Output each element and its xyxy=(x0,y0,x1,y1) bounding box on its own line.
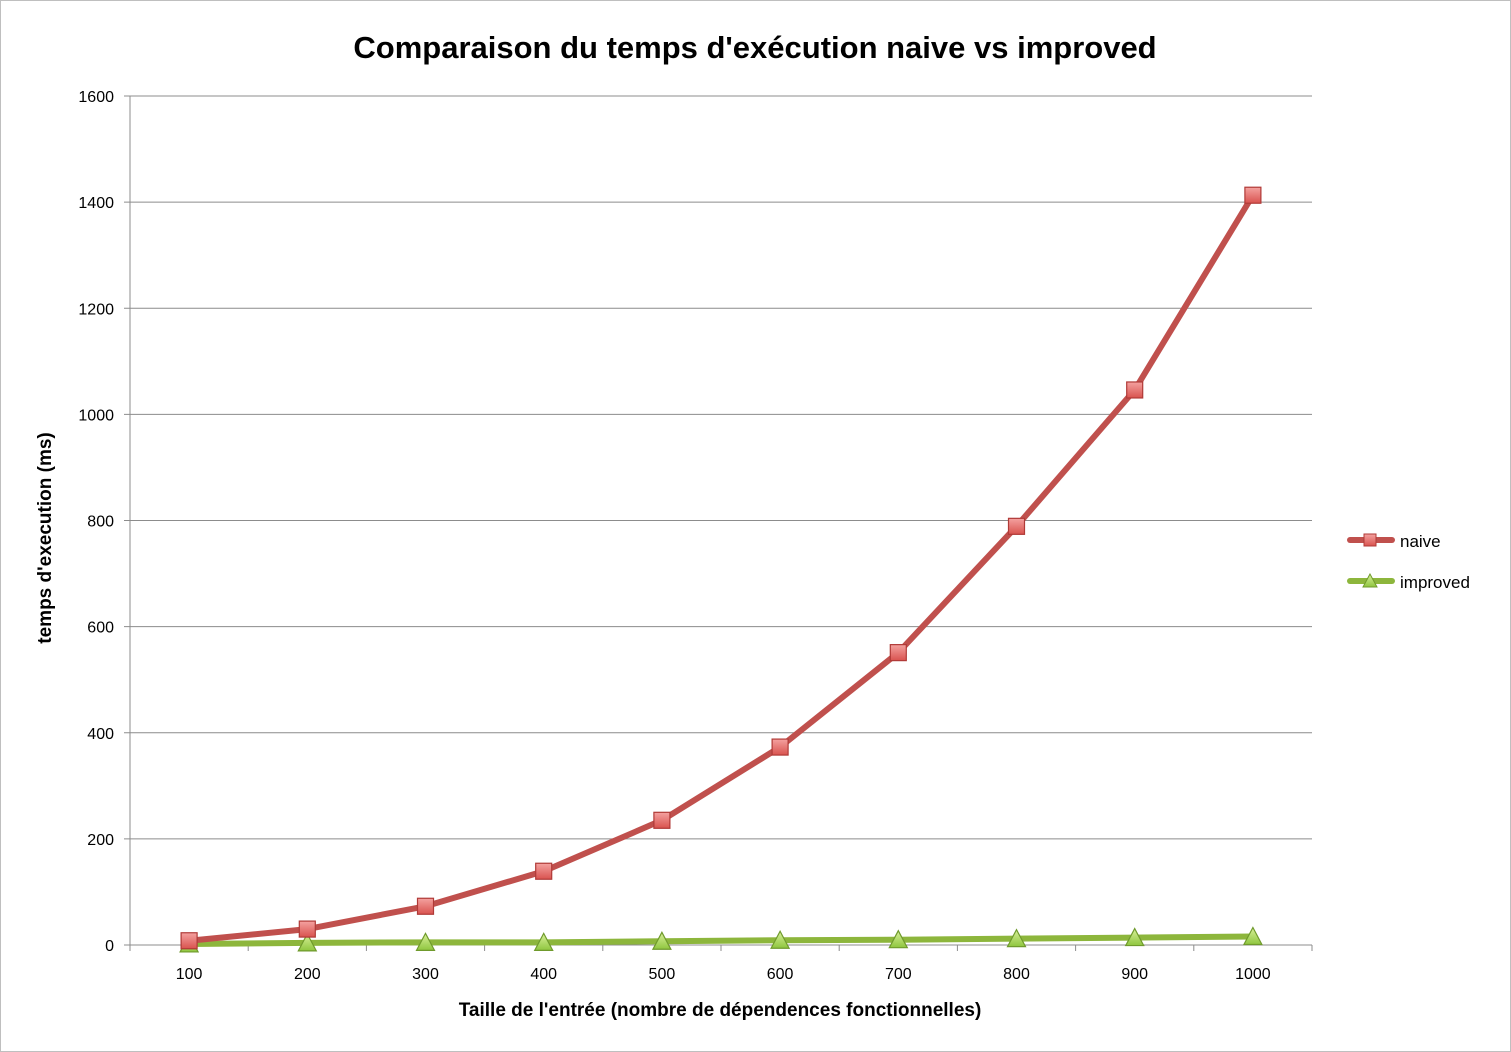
y-tick-label: 400 xyxy=(87,726,114,743)
y-tick-label: 1000 xyxy=(78,407,114,424)
chart-title: Comparaison du temps d'exécution naive v… xyxy=(353,30,1156,65)
x-tick-label: 500 xyxy=(649,966,676,983)
data-point-improved xyxy=(533,932,554,951)
data-point-naive xyxy=(1007,517,1026,535)
data-point-improved xyxy=(888,929,909,949)
x-tick-label: 700 xyxy=(885,966,912,983)
data-point-improved xyxy=(770,929,791,949)
data-point-naive xyxy=(1244,186,1262,204)
data-point-improved xyxy=(1242,926,1263,946)
series-line-improved xyxy=(186,933,1256,947)
y-tick-labels: 0 200 400 600 800 1000 1200 1400 1600 xyxy=(78,89,114,955)
x-tick-label: 1000 xyxy=(1235,966,1271,983)
y-tick-label: 600 xyxy=(87,620,114,637)
data-point-naive xyxy=(298,920,316,938)
y-tick-label: 1600 xyxy=(78,89,114,106)
data-point-improved xyxy=(1124,927,1145,947)
data-point-improved xyxy=(415,932,436,951)
x-axis-label: Taille de l'entrée (nombre de dépendence… xyxy=(459,1000,982,1021)
x-tick-label: 100 xyxy=(176,966,203,983)
x-tick-label: 800 xyxy=(1003,966,1030,983)
y-tick-label: 0 xyxy=(105,938,114,955)
data-point-improved xyxy=(1006,928,1027,948)
data-point-naive xyxy=(416,897,435,915)
axes xyxy=(124,95,1313,951)
data-point-naive xyxy=(889,644,907,662)
x-tick-labels: 100 200 300 400 500 600 700 800 900 1000 xyxy=(176,966,1271,983)
y-tick-label: 800 xyxy=(87,514,114,531)
legend-label-improved: improved xyxy=(1400,573,1470,592)
legend-marker-naive xyxy=(1363,533,1377,547)
x-tick-label: 400 xyxy=(530,966,557,983)
data-point-improved xyxy=(297,932,318,952)
data-point-improved xyxy=(651,931,672,950)
legend-label-naive: naive xyxy=(1400,532,1441,551)
data-point-naive xyxy=(535,862,553,880)
gridlines xyxy=(130,95,1312,840)
y-axis-label: temps d'execution (ms) xyxy=(35,432,56,643)
legend-marker-improved xyxy=(1362,572,1378,588)
series-group xyxy=(179,186,1263,953)
y-tick-label: 200 xyxy=(87,832,114,849)
x-tick-label: 900 xyxy=(1121,966,1148,983)
x-tick-label: 200 xyxy=(294,966,321,983)
legend: naive improved xyxy=(1347,532,1470,592)
data-point-naive xyxy=(180,932,198,950)
x-tick-label: 300 xyxy=(412,966,439,983)
data-point-naive xyxy=(771,738,789,756)
y-tick-label: 1400 xyxy=(78,195,114,212)
data-point-naive xyxy=(1126,381,1144,399)
data-point-naive xyxy=(653,811,671,829)
series-line-naive xyxy=(186,192,1256,944)
y-tick-label: 1200 xyxy=(78,301,114,318)
x-tick-label: 600 xyxy=(767,966,794,983)
